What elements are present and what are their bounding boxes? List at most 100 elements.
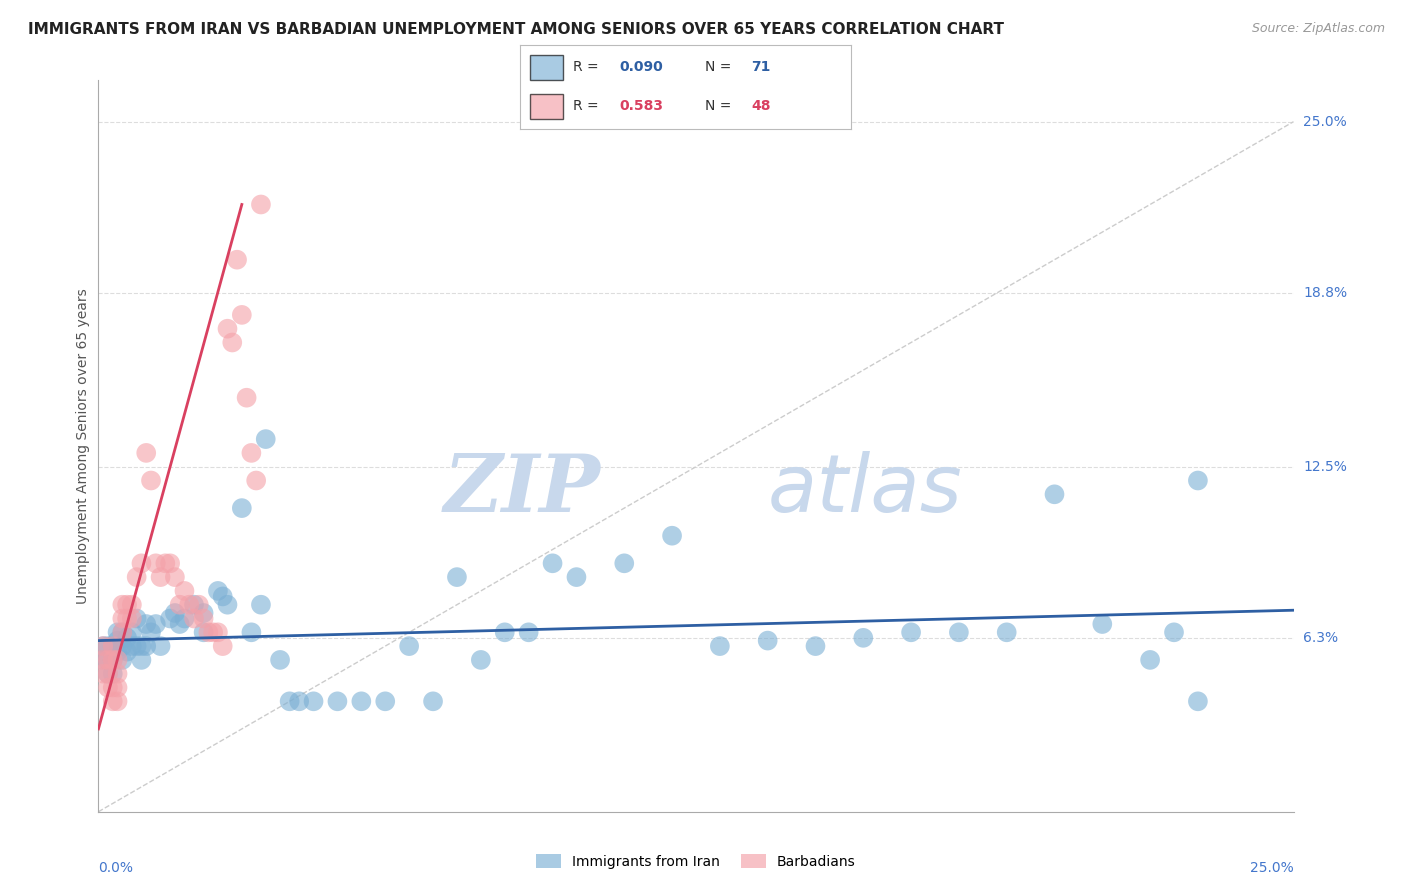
Text: 71: 71 [751,61,770,74]
Point [91,666,114,681]
Point [202,625,225,640]
Point [91,639,114,653]
Point [121,639,143,653]
Text: IMMIGRANTS FROM IRAN VS BARBADIAN UNEMPLOYMENT AMONG SENIORS OVER 65 YEARS CORRE: IMMIGRANTS FROM IRAN VS BARBADIAN UNEMPL… [28,22,1004,37]
Point [217,321,239,335]
Point [115,645,138,659]
Point [131,653,153,667]
Point [111,625,134,640]
Point [111,598,134,612]
Point [121,625,143,640]
Point [231,308,253,322]
Point [107,633,129,648]
Point [111,653,134,667]
Point [131,639,153,653]
Point [107,653,129,667]
Point [541,557,564,571]
Text: 12.5%: 12.5% [1303,459,1347,474]
Point [163,570,186,584]
Text: 0.0%: 0.0% [98,862,134,875]
Point [245,474,267,488]
Text: atlas: atlas [768,450,963,529]
Text: N =: N = [706,61,735,74]
Point [193,625,215,640]
Text: Source: ZipAtlas.com: Source: ZipAtlas.com [1251,22,1385,36]
Point [226,252,249,267]
Point [107,625,129,640]
Point [221,335,243,350]
Point [149,639,172,653]
Text: R =: R = [574,61,603,74]
Point [135,446,157,460]
Point [101,653,124,667]
Point [115,631,138,645]
Y-axis label: Unemployment Among Seniors over 65 years: Unemployment Among Seniors over 65 years [76,288,90,604]
Point [565,570,588,584]
Point [97,653,120,667]
Point [756,633,779,648]
Point [1187,694,1209,708]
Point [350,694,373,708]
Point [709,639,731,653]
Point [1091,617,1114,632]
Text: R =: R = [574,100,603,113]
Text: 25.0%: 25.0% [1303,115,1347,128]
Point [163,606,186,620]
Point [217,598,239,612]
Text: 18.8%: 18.8% [1303,285,1347,300]
Point [269,653,291,667]
Point [125,611,148,625]
Point [121,598,143,612]
Point [125,639,148,653]
Point [111,625,134,640]
Point [1043,487,1066,501]
Point [91,653,114,667]
Point [193,611,215,625]
Point [145,617,167,632]
Point [115,611,138,625]
Point [661,529,683,543]
Point [995,625,1018,640]
Point [398,639,420,653]
Text: 25.0%: 25.0% [1250,862,1294,875]
Point [852,631,875,645]
Point [250,197,273,211]
Point [948,625,970,640]
Point [470,653,492,667]
Point [125,570,148,584]
Point [101,694,124,708]
Legend: Immigrants from Iran, Barbadians: Immigrants from Iran, Barbadians [530,848,862,874]
Point [173,583,195,598]
Point [111,639,134,653]
Point [1187,474,1209,488]
Point [155,557,177,571]
Point [254,432,277,446]
Point [101,666,124,681]
Point [97,653,120,667]
Point [231,501,253,516]
Point [517,625,540,640]
Point [101,653,124,667]
Point [159,557,181,571]
Point [107,645,129,659]
FancyBboxPatch shape [530,54,564,80]
Point [169,598,191,612]
Point [101,639,124,653]
Point [1163,625,1185,640]
Point [139,474,162,488]
Point [374,694,396,708]
Point [121,611,143,625]
Text: 0.090: 0.090 [620,61,664,74]
Point [107,681,129,695]
Point [193,606,215,620]
Point [235,391,257,405]
Point [101,639,124,653]
Point [97,666,120,681]
Text: ZIP: ZIP [443,451,600,529]
Point [107,666,129,681]
Point [240,446,263,460]
Point [250,598,273,612]
Point [159,611,181,625]
Point [91,653,114,667]
Point [187,598,209,612]
